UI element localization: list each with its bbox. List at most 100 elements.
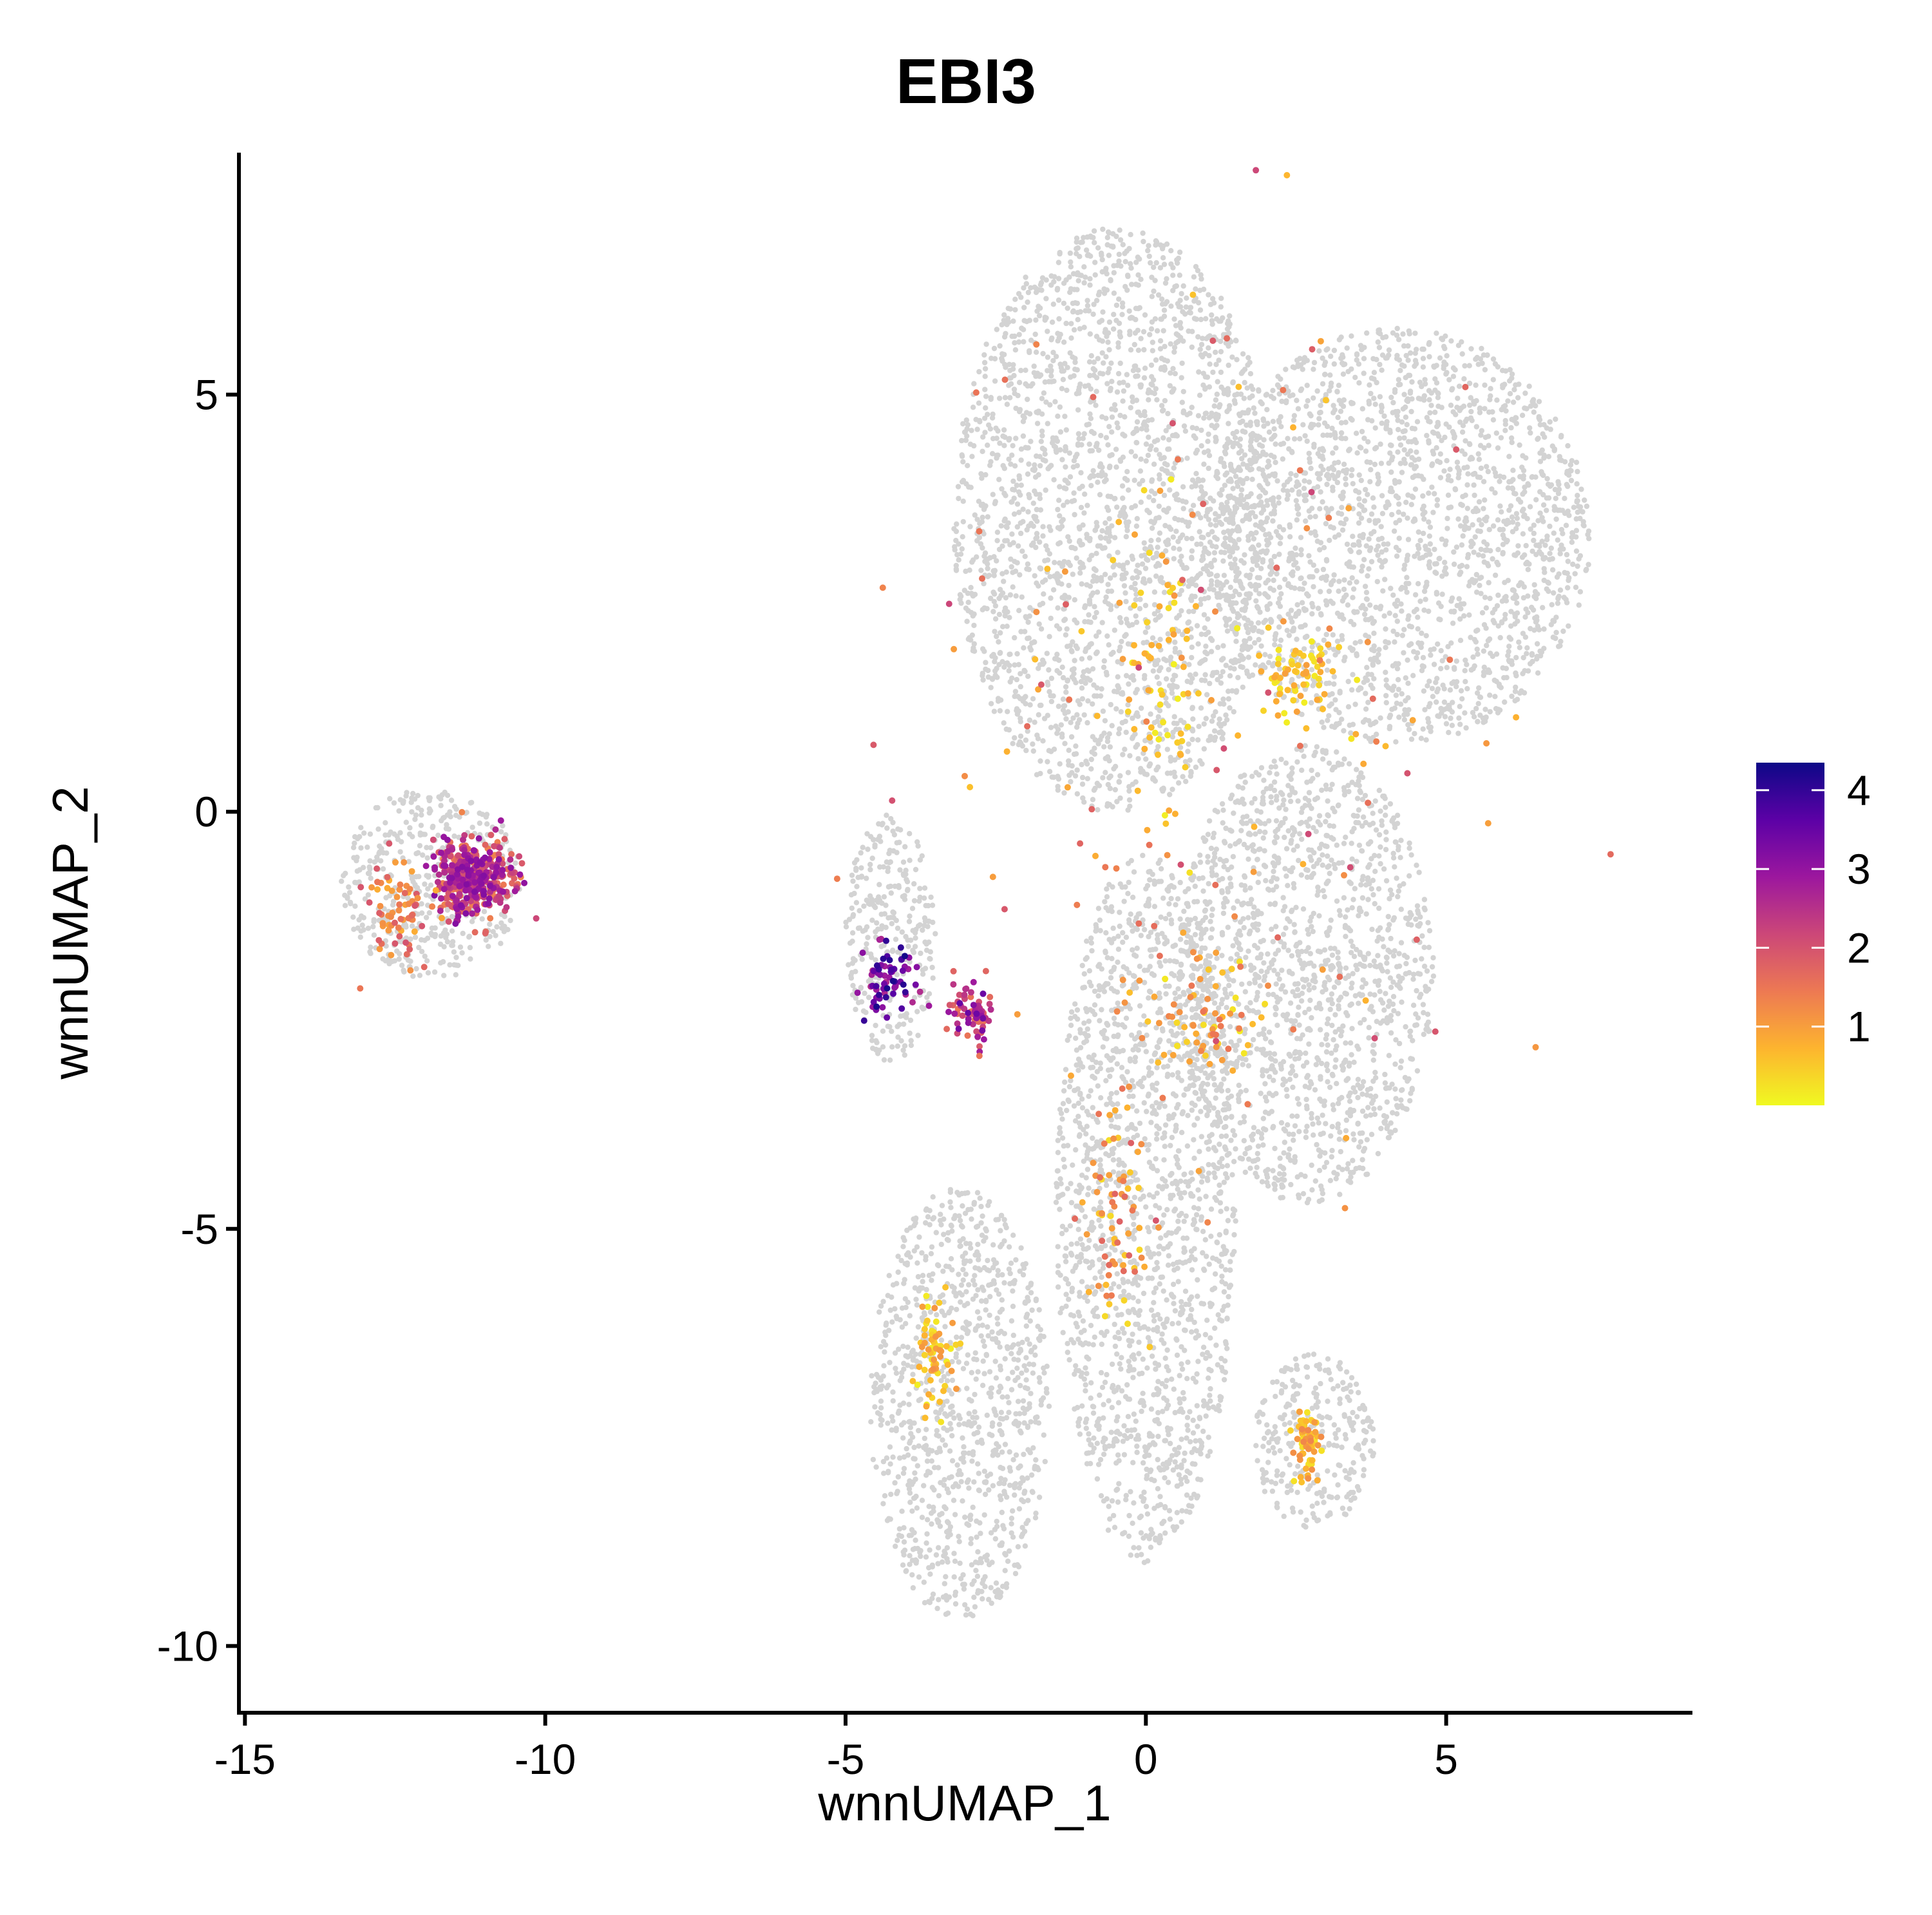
background-cell-point — [1349, 333, 1354, 339]
background-cell-point — [1429, 462, 1435, 468]
background-cell-point — [1400, 406, 1406, 412]
background-cell-point — [1420, 530, 1426, 537]
background-cell-point — [1556, 593, 1562, 599]
background-cell-point — [1474, 646, 1480, 653]
background-cell-point — [1393, 692, 1399, 698]
background-cell-point — [1213, 397, 1219, 403]
background-cell-point — [1159, 296, 1165, 302]
background-cell-point — [1288, 471, 1294, 477]
background-cell-point — [1283, 398, 1289, 404]
background-cell-point — [1265, 421, 1271, 426]
background-cell-point — [1207, 361, 1213, 367]
background-cell-point — [1475, 719, 1481, 725]
background-cell-point — [1261, 620, 1267, 625]
background-cell-point — [1569, 539, 1575, 545]
background-cell-point — [1365, 700, 1371, 705]
background-cell-point — [971, 641, 978, 647]
background-cell-point — [1387, 723, 1393, 730]
background-cell-point — [1056, 276, 1062, 281]
background-cell-point — [1285, 435, 1291, 441]
background-cell-point — [1291, 436, 1298, 442]
background-cell-point — [1336, 588, 1341, 594]
background-cell-point — [1434, 699, 1439, 705]
background-cell-point — [1367, 459, 1373, 466]
background-cell-point — [1148, 538, 1154, 544]
background-cell-point — [1224, 408, 1230, 415]
background-cell-point — [1227, 313, 1233, 319]
background-cell-point — [1037, 495, 1043, 501]
background-cell-point — [974, 426, 980, 432]
background-cell-point — [1108, 243, 1114, 249]
background-cell-point — [1344, 561, 1350, 567]
background-cell-point — [1200, 370, 1207, 376]
background-cell-point — [1314, 471, 1320, 477]
background-cell-point — [1533, 474, 1539, 480]
background-cell-point — [450, 942, 455, 948]
background-cell-point — [1506, 378, 1513, 384]
background-cell-point — [1309, 421, 1314, 427]
background-cell-point — [1150, 382, 1155, 388]
background-cell-point — [1422, 381, 1428, 387]
background-cell-point — [1165, 410, 1171, 417]
background-cell-point — [1091, 566, 1097, 572]
background-cell-point — [1104, 504, 1110, 510]
background-cell-point — [1247, 457, 1253, 463]
background-cell-point — [417, 843, 423, 849]
background-cell-point — [1191, 274, 1197, 280]
background-cell-point — [1234, 566, 1240, 571]
background-cell-point — [1132, 453, 1139, 459]
background-cell-point — [391, 800, 397, 806]
background-cell-point — [1112, 535, 1118, 540]
background-cell-point — [1083, 247, 1090, 253]
background-cell-point — [1423, 584, 1428, 590]
background-cell-point — [455, 962, 461, 969]
background-cell-point — [1347, 446, 1352, 452]
background-cell-point — [1108, 603, 1114, 609]
background-cell-point — [1471, 482, 1477, 488]
background-cell-point — [1229, 528, 1235, 534]
background-cell-point — [1387, 442, 1394, 448]
background-cell-point — [1203, 643, 1209, 649]
background-cell-point — [1135, 562, 1141, 568]
background-cell-point — [1326, 713, 1332, 719]
background-cell-point — [1249, 672, 1256, 678]
background-cell-point — [1226, 689, 1231, 694]
background-cell-point — [1357, 533, 1363, 539]
background-cell-point — [1523, 561, 1529, 567]
background-cell-point — [1119, 483, 1126, 489]
background-cell-point — [1211, 728, 1218, 734]
background-cell-point — [1009, 333, 1015, 339]
background-cell-point — [1189, 644, 1195, 650]
background-cell-point — [1421, 663, 1427, 670]
background-cell-point — [1116, 251, 1122, 258]
background-cell-point — [1242, 597, 1248, 603]
background-cell-point — [1301, 492, 1307, 499]
background-cell-point — [991, 569, 997, 575]
background-cell-point — [1132, 429, 1137, 435]
background-cell-point — [413, 812, 419, 818]
background-cell-point — [1171, 316, 1177, 322]
background-cell-point — [1219, 735, 1225, 741]
background-cell-point — [1390, 592, 1396, 598]
background-cell-point — [1151, 461, 1157, 467]
background-cell-point — [1202, 649, 1208, 655]
background-cell-point — [1294, 517, 1300, 523]
background-cell-point — [1401, 627, 1407, 633]
background-cell-point — [1052, 274, 1057, 280]
background-cell-point — [1327, 432, 1334, 438]
background-cell-point — [1492, 572, 1499, 578]
background-cell-point — [1331, 572, 1337, 578]
background-cell-point — [1276, 419, 1282, 425]
background-cell-point — [1261, 423, 1267, 429]
background-cell-point — [1118, 620, 1124, 625]
background-cell-point — [1206, 431, 1211, 437]
background-cell-point — [1077, 240, 1084, 245]
background-cell-point — [1493, 706, 1499, 712]
background-cell-point — [1409, 455, 1415, 461]
background-cell-point — [1128, 261, 1133, 267]
background-cell-point — [1555, 490, 1562, 497]
background-cell-point — [1130, 575, 1135, 581]
background-cell-point — [1309, 600, 1315, 607]
background-cell-point — [1048, 595, 1054, 601]
background-cell-point — [1221, 701, 1227, 707]
